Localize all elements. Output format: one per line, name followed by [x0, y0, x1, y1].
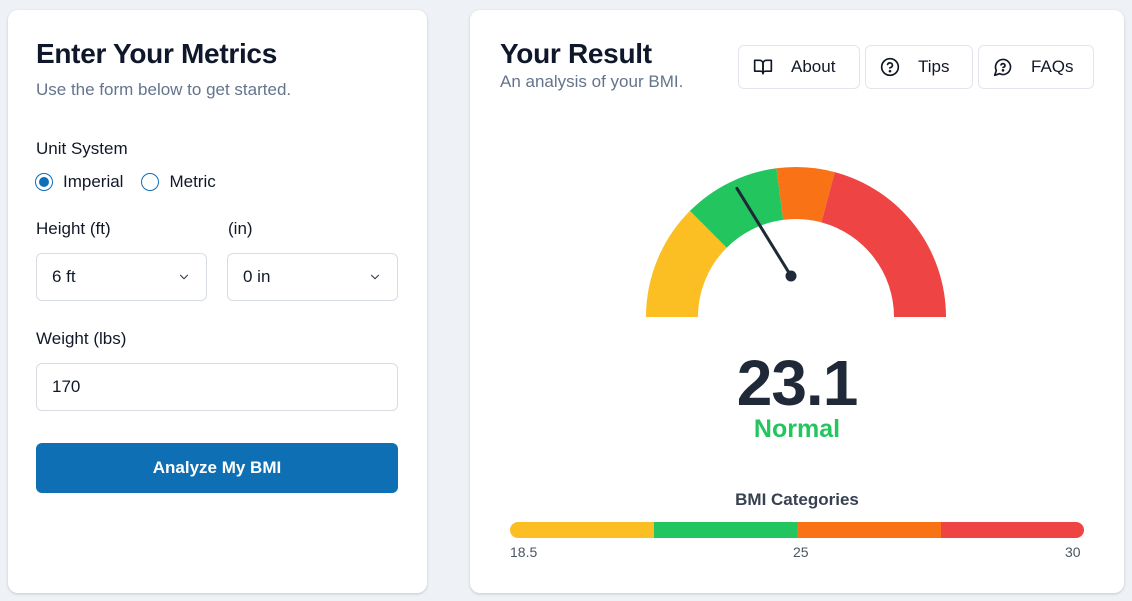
- tips-button[interactable]: Tips: [865, 45, 973, 89]
- tips-label: Tips: [918, 57, 950, 76]
- message-circle-question-icon: [993, 58, 1012, 77]
- category-segment-underweight: [510, 522, 654, 538]
- gauge-pivot: [785, 270, 797, 282]
- category-segment-obese: [940, 522, 1084, 538]
- metric-label: Metric: [169, 172, 216, 191]
- metrics-form-card: Enter Your Metrics Use the form below to…: [8, 10, 427, 593]
- weight-label: Weight (lbs): [36, 329, 127, 348]
- height-in-select[interactable]: 0 in: [227, 253, 398, 301]
- category-segment-overweight: [797, 522, 941, 538]
- form-subtitle: Use the form below to get started.: [36, 80, 292, 99]
- bmi-value: 23.1: [736, 347, 859, 419]
- categories-bar: [510, 522, 1084, 538]
- height-in-value: 0 in: [243, 267, 271, 286]
- imperial-label: Imperial: [63, 172, 124, 191]
- bmi-gauge: [646, 167, 946, 317]
- height-ft-label: Height (ft): [36, 219, 111, 238]
- gauge-segment-overweight: [776, 167, 835, 223]
- categories-title: BMI Categories: [735, 490, 859, 509]
- gauge-needle: [735, 186, 793, 278]
- gauge-segment-underweight: [646, 210, 727, 317]
- book-open-icon: [753, 59, 773, 75]
- unit-option-imperial[interactable]: Imperial: [35, 172, 123, 192]
- bmi-category: Normal: [753, 415, 841, 443]
- help-circle-icon: [880, 57, 900, 77]
- unit-system-label: Unit System: [36, 139, 128, 158]
- tick-low: 18.5: [510, 544, 538, 560]
- metric-radio[interactable]: [141, 173, 160, 191]
- result-title: Your Result: [500, 38, 652, 69]
- chevron-down-icon: [179, 274, 189, 280]
- about-label: About: [791, 57, 836, 76]
- gauge-segment-normal: [689, 168, 784, 248]
- unit-option-metric[interactable]: Metric: [141, 172, 216, 192]
- height-in-label: (in): [228, 219, 253, 238]
- faqs-button[interactable]: FAQs: [978, 45, 1094, 89]
- analyze-bmi-button[interactable]: Analyze My BMI: [36, 443, 398, 493]
- faqs-label: FAQs: [1031, 57, 1074, 76]
- result-subtitle: An analysis of your BMI.: [500, 72, 684, 91]
- gauge-segment-obese: [821, 172, 946, 317]
- tick-mid: 25: [793, 544, 809, 560]
- height-ft-value: 6 ft: [52, 267, 76, 286]
- category-segment-normal: [653, 522, 797, 538]
- result-card: Your Result An analysis of your BMI. Abo…: [470, 10, 1124, 593]
- weight-input[interactable]: [36, 363, 398, 411]
- height-ft-select[interactable]: 6 ft: [36, 253, 207, 301]
- about-button[interactable]: About: [738, 45, 860, 89]
- form-title: Enter Your Metrics: [36, 38, 277, 69]
- imperial-radio[interactable]: [35, 173, 53, 191]
- tick-high: 30: [1065, 544, 1081, 560]
- unit-system-radio-group: Imperial Metric: [35, 172, 234, 192]
- chevron-down-icon: [370, 274, 380, 280]
